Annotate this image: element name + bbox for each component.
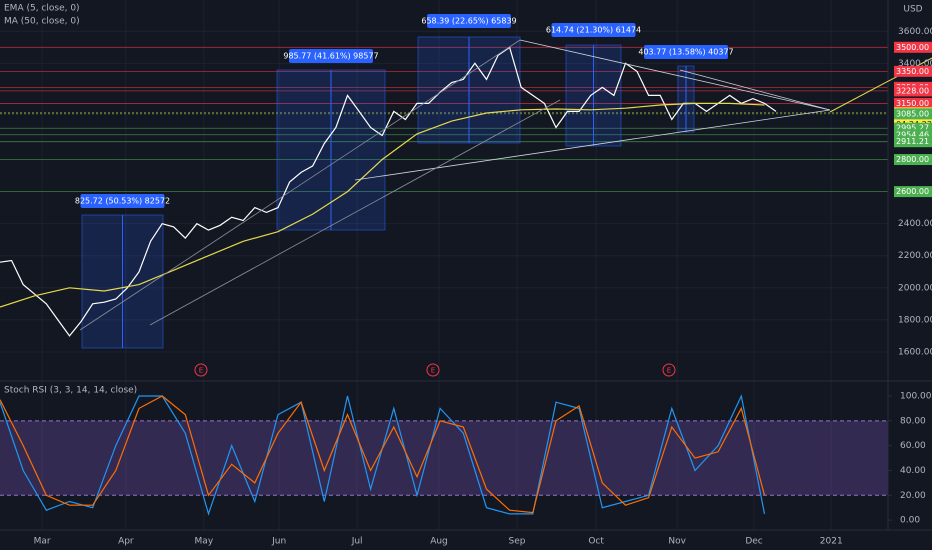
earnings-label: E [199, 367, 203, 375]
x-tick-label: Jul [351, 537, 363, 547]
price-level-box [894, 186, 932, 198]
series-line [0, 46, 777, 337]
price-level-label: 2911.21 [896, 137, 929, 146]
earnings-label: E [431, 367, 435, 375]
price-level-label: 2954.46 [896, 130, 929, 139]
trend-lines [79, 39, 831, 331]
earnings-marker [194, 363, 208, 377]
y-tick-label: 1600.00 [898, 347, 932, 357]
x-tick-label: Oct [588, 537, 604, 547]
y-tick-label: 100.00 [900, 392, 932, 402]
annotation: 825.72 (50.53%) 82572 [75, 197, 170, 206]
annotation-box [427, 14, 511, 28]
x-tick-label: Dec [745, 537, 762, 547]
annotation-box [289, 49, 373, 63]
price-level-box [894, 129, 932, 141]
layers [0, 0, 888, 530]
x-tick-label: Nov [668, 537, 686, 547]
price-level-label: 2995.27 [896, 124, 929, 133]
annotation-box [644, 45, 728, 59]
y-tick-label: 2000.00 [898, 283, 932, 293]
price-level-box [894, 65, 932, 77]
y-tick-label: 80.00 [900, 416, 926, 426]
price-level-box [894, 97, 932, 109]
x-tick-label: Apr [118, 537, 134, 547]
price-level-box [894, 154, 932, 166]
x-tick-label: Jun [271, 537, 286, 547]
series-line [0, 102, 765, 308]
earnings-marker [662, 363, 676, 377]
y-tick-label: 1800.00 [898, 315, 932, 325]
price-level-box [894, 136, 932, 148]
y-tick-label: 20.00 [900, 491, 926, 501]
earnings-marker [426, 363, 440, 377]
x-tick-label: 2021 [820, 537, 843, 547]
y-tick-label: 40.00 [900, 466, 926, 476]
annotation: 985.77 (41.61%) 98577 [283, 52, 378, 61]
trend-line [679, 69, 831, 111]
price-level-label: 3085.00 [896, 109, 929, 118]
annotation-box [80, 194, 165, 208]
annotation: 658.39 (22.65%) 65839 [421, 17, 516, 26]
annotation: 403.77 (13.58%) 40377 [638, 48, 733, 57]
price-level-label: 3150.00 [896, 99, 929, 108]
price-level-label: 3228.00 [896, 86, 929, 95]
y-tick-label: 2200.00 [898, 251, 932, 261]
legend-ema: EMA (5, close, 0) [4, 4, 80, 14]
trend-line [354, 109, 831, 181]
price-level-label: 2600.00 [896, 187, 929, 196]
y-tick-label: 2400.00 [898, 219, 932, 229]
legend-ma: MA (50, close, 0) [4, 17, 80, 27]
price-level-label: 3500.00 [896, 43, 929, 52]
currency: USD [903, 5, 922, 15]
annotation-box [551, 23, 636, 37]
price-level-label: 3350.00 [896, 67, 929, 76]
price-level-label: 2800.00 [896, 155, 929, 164]
price-level-box [894, 85, 932, 97]
price-level-box [894, 108, 932, 120]
x-tick-label: Aug [430, 537, 448, 547]
y-tick-label: 3400.00 [898, 59, 932, 69]
annotation: 614.74 (21.30%) 61474 [546, 26, 641, 35]
earnings-label: E [667, 367, 671, 375]
trend-line [519, 39, 831, 111]
stoch-band-fill [0, 420, 888, 496]
stoch-title: Stoch RSI (3, 3, 14, 14, close) [4, 386, 137, 396]
y-tick-label: 3600.00 [898, 27, 932, 37]
x-tick-label: May [195, 537, 214, 547]
y-tick-label: 60.00 [900, 441, 926, 451]
y-tick-label: 0.00 [900, 516, 920, 526]
x-tick-label: Sep [508, 537, 525, 547]
price-level-box [894, 122, 932, 134]
series-line [0, 395, 766, 514]
channel-line [149, 99, 561, 326]
channel-line [79, 39, 521, 331]
x-tick-label: Mar [34, 537, 51, 547]
price-level-box [894, 41, 932, 53]
